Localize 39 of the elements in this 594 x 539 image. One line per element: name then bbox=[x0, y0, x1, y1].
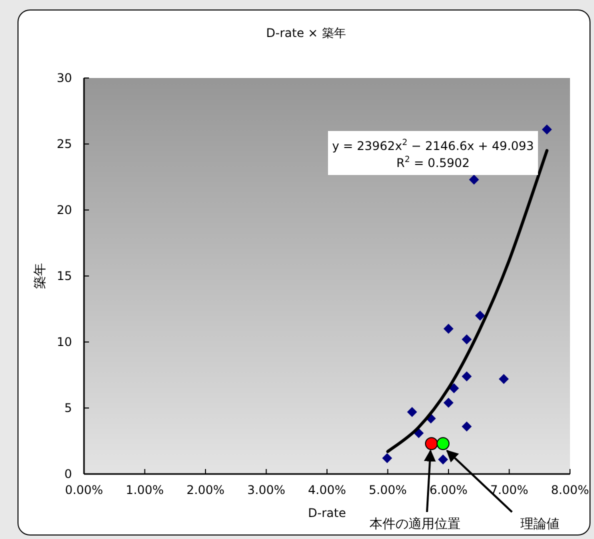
x-tick-label: 4.00% bbox=[308, 483, 346, 497]
x-tick-label: 6.00% bbox=[429, 483, 468, 497]
x-tick-label: 7.00% bbox=[490, 483, 528, 497]
point bbox=[424, 437, 438, 450]
y-tick-label: 20 bbox=[56, 203, 72, 217]
annotation: y = 23962x$^{2}$ − 2146.6x + 49.093 bbox=[332, 137, 534, 153]
point bbox=[462, 421, 472, 432]
point bbox=[382, 453, 392, 464]
y-tick-label: 5 bbox=[64, 401, 72, 415]
x-tick-label: 0.00% bbox=[64, 483, 104, 497]
point bbox=[475, 310, 486, 321]
point bbox=[498, 374, 509, 384]
x-tick-label: 8.00% bbox=[550, 483, 590, 497]
point bbox=[462, 371, 472, 382]
annotation: R$^{2}$ = 0.5902 bbox=[396, 154, 470, 170]
point bbox=[462, 334, 472, 344]
point bbox=[444, 324, 454, 334]
y-tick-label: 30 bbox=[56, 71, 72, 85]
line-series bbox=[386, 149, 548, 454]
x-tick-label: 2.00% bbox=[186, 483, 225, 497]
y-tick-label: 25 bbox=[56, 137, 72, 151]
point bbox=[436, 437, 450, 450]
x-tick-label: 3.00% bbox=[247, 483, 286, 497]
y-axis-title: 築年 bbox=[33, 263, 48, 289]
annotation: 本件の適用位置 bbox=[370, 516, 460, 532]
y-tick-label: 0 bbox=[64, 467, 72, 481]
point bbox=[444, 398, 454, 408]
chart-title: D-rate × 築年 bbox=[266, 26, 346, 40]
x-tick-label: 1.00% bbox=[126, 483, 164, 497]
point bbox=[407, 406, 418, 417]
point bbox=[469, 174, 480, 185]
point bbox=[542, 124, 552, 134]
y-tick-label: 15 bbox=[56, 269, 72, 283]
x-tick-label: 5.00% bbox=[368, 483, 407, 497]
y-tick-label: 10 bbox=[56, 335, 72, 349]
point bbox=[448, 383, 459, 394]
x-axis-title: D-rate bbox=[308, 506, 346, 520]
point bbox=[438, 454, 448, 464]
annotation: 理論値 bbox=[520, 517, 560, 532]
